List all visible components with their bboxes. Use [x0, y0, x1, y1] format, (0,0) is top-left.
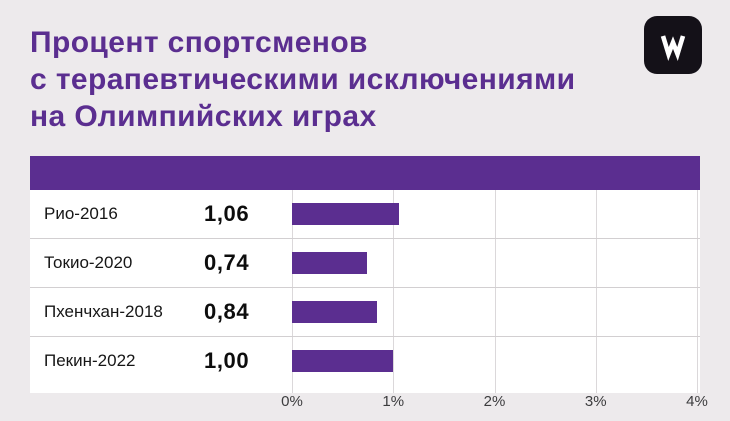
chart-body: Рио-2016 1,06 Токио-2020 0,74 Пхенчхан-2…: [30, 190, 700, 393]
table-row: Пекин-2022 1,00: [30, 337, 700, 385]
x-tick-label: 4%: [686, 393, 708, 410]
row-value: 0,84: [204, 299, 250, 324]
page-title-line-3: на Олимпийских играх: [30, 100, 377, 133]
row-value: 1,06: [204, 201, 250, 226]
bar: [292, 301, 378, 323]
x-tick-label: 2%: [483, 393, 506, 410]
bar-area: [292, 288, 700, 336]
x-tick-label: 0%: [281, 393, 303, 410]
w-logo-icon: [660, 35, 686, 61]
table-row: Пхенчхан-2018 0,84: [30, 288, 700, 337]
x-axis: 0% 1% 2% 3% 4%: [30, 393, 708, 413]
row-value: 0,74: [204, 250, 250, 275]
table-row: Рио-2016 1,06: [30, 190, 700, 239]
bar: [292, 350, 394, 372]
x-tick-label: 1%: [382, 393, 405, 410]
bar: [292, 252, 367, 274]
page-title: Процент спортсменов с терапевтическими и…: [30, 24, 575, 135]
page-title-line-1: Процент спортсменов: [30, 26, 368, 59]
bar-area: [292, 239, 700, 287]
row-value: 1,00: [204, 348, 250, 373]
page-title-line-2: с терапевтическими исключениями: [30, 63, 576, 96]
row-label: Токио-2020: [44, 253, 133, 272]
row-label: Пхенчхан-2018: [44, 302, 163, 321]
chart-panel: Рио-2016 1,06 Токио-2020 0,74 Пхенчхан-2…: [30, 156, 700, 393]
bar: [292, 203, 400, 225]
chart-header-band: [30, 156, 700, 190]
table-row: Токио-2020 0,74: [30, 239, 700, 288]
row-label: Пекин-2022: [44, 351, 136, 370]
bar-area: [292, 190, 700, 238]
row-label: Рио-2016: [44, 204, 118, 223]
bar-area: [292, 337, 700, 385]
x-tick-label: 3%: [584, 393, 607, 410]
logo-badge: [644, 16, 702, 74]
